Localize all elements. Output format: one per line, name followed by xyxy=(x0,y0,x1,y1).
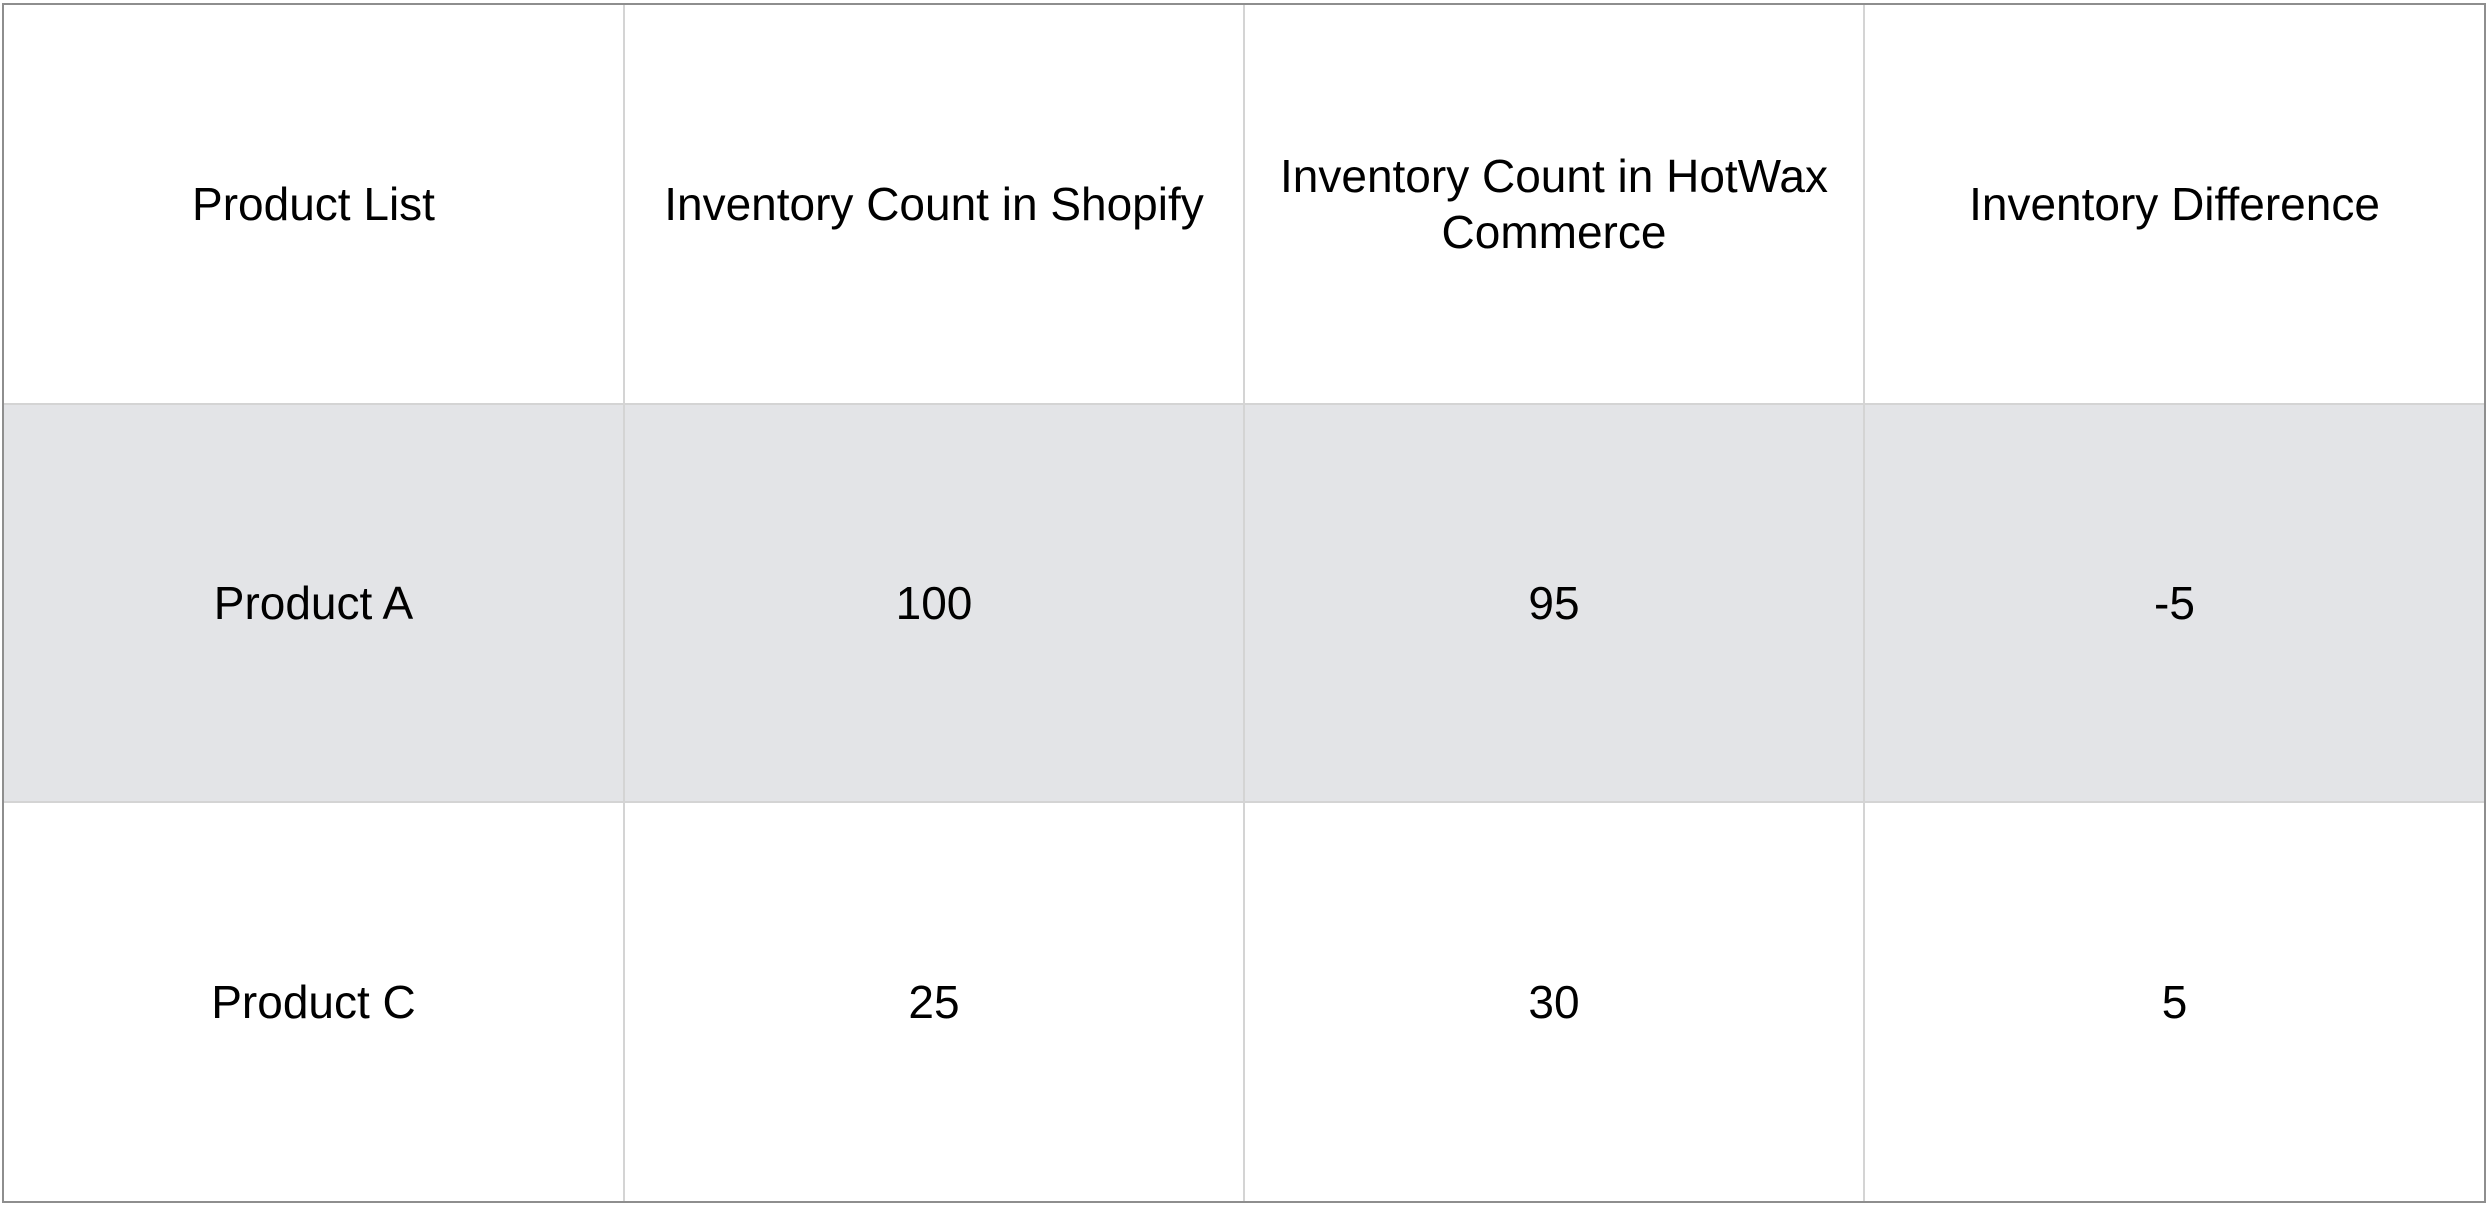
header-inventory-difference: Inventory Difference xyxy=(1863,5,2484,404)
cell-shopify-count: 100 xyxy=(623,402,1244,803)
inventory-comparison-table-container: Product List Inventory Count in Shopify … xyxy=(2,3,2486,1203)
header-product-list: Product List xyxy=(192,177,435,230)
table-header-row: Product List Inventory Count in Shopify … xyxy=(4,5,2484,404)
cell-hotwax-count: 30 xyxy=(1243,801,1864,1201)
cell-product-name: Product C xyxy=(4,801,624,1201)
cell-inventory-difference: -5 xyxy=(1863,402,2484,803)
cell-hotwax-count: 95 xyxy=(1243,402,1864,803)
table-row: Product A 100 95 -5 xyxy=(4,402,2484,803)
header-hotwax-count: Inventory Count in HotWax Commerce xyxy=(1243,5,1864,404)
table-row: Product C 25 30 5 xyxy=(4,801,2484,1201)
cell-shopify-count: 25 xyxy=(623,801,1244,1201)
header-shopify-count: Inventory Count in Shopify xyxy=(623,5,1244,404)
cell-inventory-difference: 5 xyxy=(1863,801,2484,1201)
inventory-comparison-table: Product List Inventory Count in Shopify … xyxy=(4,5,2484,1201)
cell-product-name: Product A xyxy=(4,402,624,803)
